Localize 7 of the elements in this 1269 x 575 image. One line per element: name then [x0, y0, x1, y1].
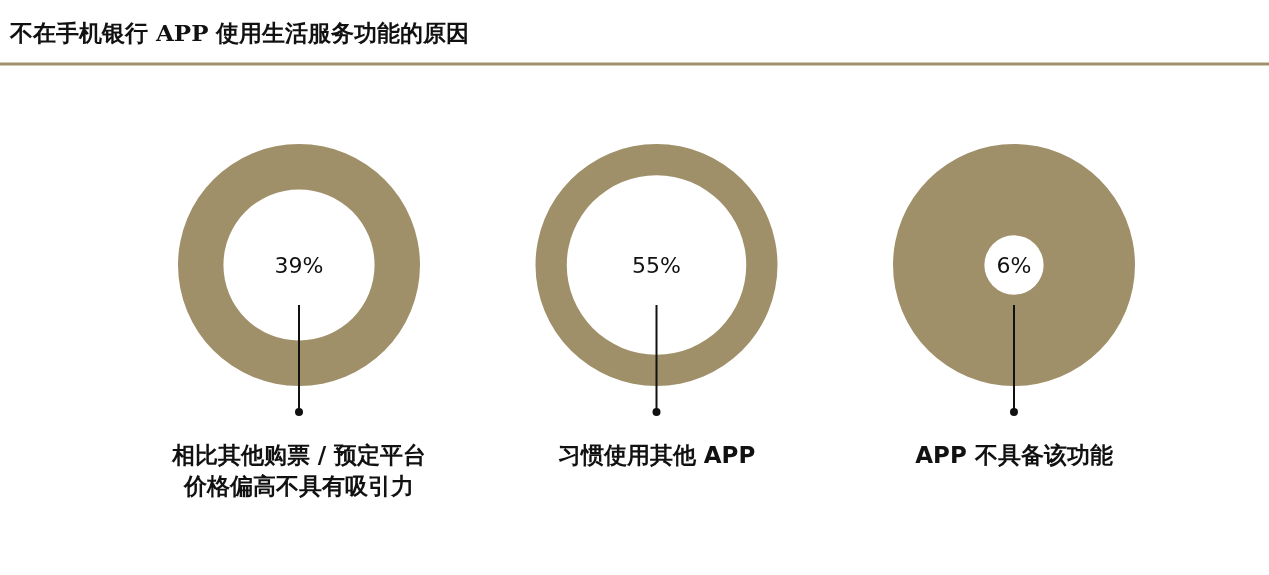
category-label: APP 不具备该功能 — [914, 441, 1114, 470]
data-label: 55% — [632, 253, 681, 278]
category-label: 相比其他购票 / 预定平台价格偏高不具有吸引力 — [170, 441, 428, 501]
data-label: 6% — [996, 253, 1032, 278]
text: 不在手机银行 APP 使用生活服务功能的原因 — [10, 18, 470, 48]
data-label: 39% — [274, 253, 324, 278]
category-label: 习惯使用其他 APP — [556, 441, 757, 470]
